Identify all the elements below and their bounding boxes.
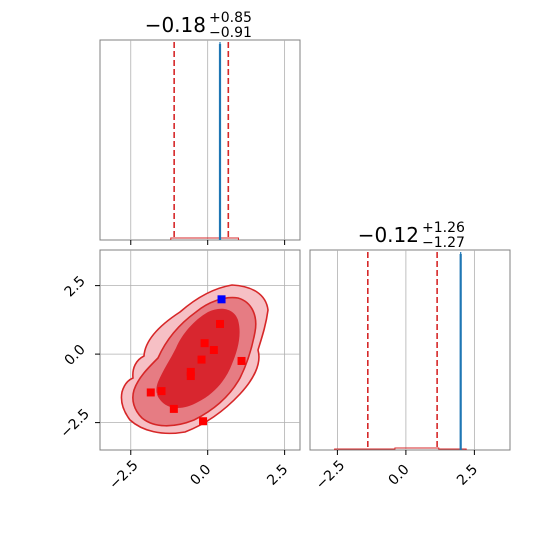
joint-x-tick-label-0: −2.5 (106, 457, 141, 492)
sample-point-3 (237, 356, 246, 365)
right-histogram-panel: −2.5 0.0 2.5 −0.12 +1.26 −1.27 (309, 220, 511, 493)
sample-point-8 (146, 388, 155, 397)
right-histogram-title-plus: +1.26 (422, 220, 465, 236)
joint-y-tick-labels: 2.5 0.0 −2.5 (57, 273, 92, 441)
sample-point-9 (169, 404, 178, 413)
joint-y-tick-label-0: 2.5 (62, 273, 89, 300)
sample-point-10 (199, 417, 208, 426)
top-posterior-histogram (170, 237, 239, 240)
joint-x-tick-labels: −2.5 0.0 2.5 (106, 457, 291, 492)
true-point-marker (217, 295, 226, 304)
sample-point-1 (200, 339, 209, 348)
sample-point-6 (186, 372, 195, 381)
top-histogram-title-minus: −0.91 (209, 25, 252, 41)
joint-scatter-points (146, 295, 246, 426)
joint-x-tick-label-2: 2.5 (264, 462, 291, 489)
top-histogram-marks (170, 42, 239, 240)
joint-y-tick-label-1: 0.0 (62, 342, 89, 369)
right-x-tick-label-0: −2.5 (313, 457, 348, 492)
top-histogram-frame (99, 39, 301, 241)
top-histogram-title-plus: +0.85 (209, 10, 252, 26)
right-histogram-title-value: −0.12 (358, 223, 419, 247)
right-x-tick-labels: −2.5 0.0 2.5 (313, 457, 481, 492)
right-histogram-title-minus: −1.27 (422, 235, 465, 251)
right-histogram-frame (309, 249, 511, 451)
sample-point-0 (216, 319, 224, 328)
top-histogram-panel: −0.18 +0.85 −0.91 (99, 10, 301, 245)
right-histogram-grid (336, 250, 475, 455)
joint-x-tick-label-1: 0.0 (187, 462, 214, 489)
sample-point-4 (197, 355, 206, 364)
top-histogram-title-value: −0.18 (145, 13, 206, 37)
sample-point-7 (157, 387, 166, 396)
right-x-tick-label-2: 2.5 (454, 462, 481, 489)
joint-contour-panel: 2.5 0.0 −2.5 −2.5 0.0 2.5 (57, 249, 301, 493)
top-histogram-grid (130, 40, 286, 245)
right-x-tick-label-1: 0.0 (386, 462, 413, 489)
right-histogram-marks (334, 252, 467, 450)
sample-point-5 (186, 367, 195, 376)
joint-y-tick-label-2: −2.5 (57, 406, 92, 441)
sample-point-2 (209, 346, 218, 354)
